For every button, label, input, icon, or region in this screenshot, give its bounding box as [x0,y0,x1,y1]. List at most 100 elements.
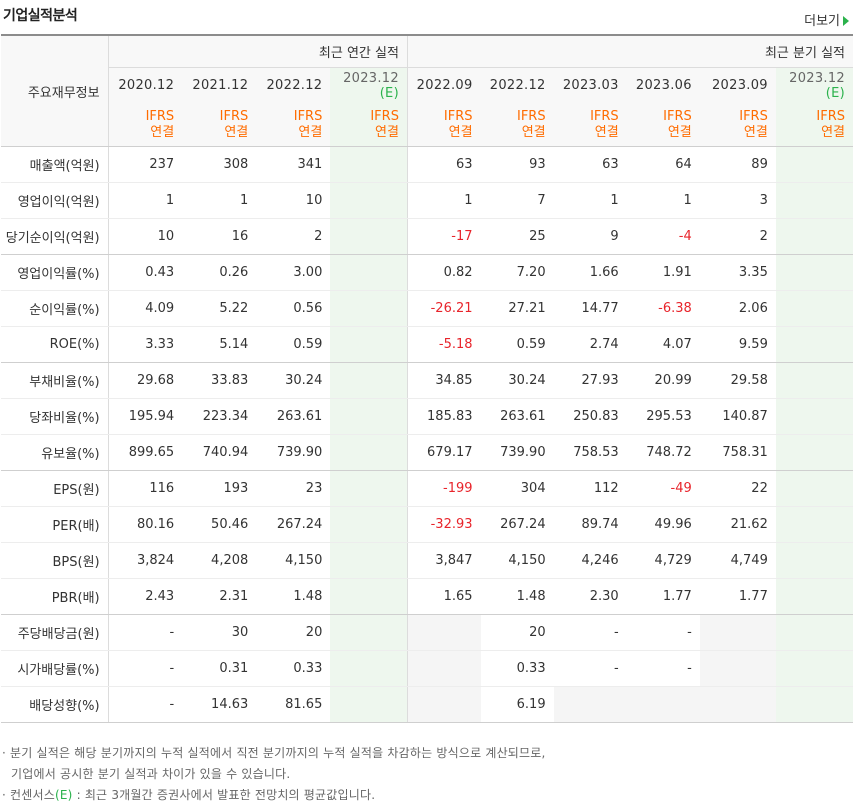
quarter-value-cell: 758.53 [553,434,627,471]
quarter-value-cell: 748.72 [626,434,700,471]
annual-value-cell: 263.61 [256,398,331,435]
quarter-value-cell: -199 [407,470,481,507]
ifrs-label: IFRS 연결 [480,103,554,147]
quarter-value-cell [699,614,776,651]
annual-value-cell: 2.43 [108,578,183,615]
quarter-estimate-cell [775,398,853,435]
row-label: 당좌비율(%) [1,398,109,435]
table-row: 당좌비율(%) 195.94 223.34 263.61 185.83 263.61 250… [1,398,853,435]
row-label: 영업이익률(%) [1,254,109,291]
ifrs-label-bottom: 연결 [521,124,546,140]
annual-estimate-cell [330,362,408,399]
period-header-annual-estimate: 2023.12 (E) [330,67,408,103]
annual-estimate-cell [330,506,408,543]
ifrs-label-bottom: 연결 [448,124,473,140]
quarter-value-cell: 4,749 [699,542,776,579]
annual-value-cell: 116 [108,470,183,507]
footnote-quarterly: · 분기 실적은 해당 분기까지의 누적 실적에서 직전 분기까지의 누적 실적… [2,746,546,760]
quarter-value-cell: 1.77 [626,578,700,615]
annual-estimate-cell [330,542,408,579]
annual-value-cell: 237 [108,146,183,183]
quarter-value-cell: 21.62 [699,506,776,543]
quarter-value-cell: 9.59 [699,326,776,363]
annual-estimate-cell [330,398,408,435]
annual-value-cell: 81.65 [256,686,331,723]
annual-value-cell: - [108,686,183,723]
period-header-annual: 2021.12 [182,67,257,103]
annual-value-cell: 267.24 [256,506,331,543]
quarter-value-cell [553,686,627,723]
quarter-estimate-cell [775,290,853,327]
ifrs-label-top: IFRS [370,108,399,124]
annual-value-cell: 0.26 [182,254,257,291]
quarter-estimate-cell [775,506,853,543]
estimate-period: 2023.12 [343,70,399,86]
quarter-value-cell: 1.77 [699,578,776,615]
table-row: 부채비율(%) 29.68 33.83 30.24 34.85 30.24 27.93 20.… [1,362,853,399]
quarter-value-cell: 1 [407,182,481,219]
annual-value-cell: 50.46 [182,506,257,543]
annual-value-cell: 5.14 [182,326,257,363]
annual-value-cell: 16 [182,218,257,255]
ifrs-label-top: IFRS [145,108,175,124]
quarter-value-cell: 250.83 [553,398,627,435]
table-row: 영업이익률(%) 0.43 0.26 3.00 0.82 7.20 1.66 1.91 3.35 [1,254,853,291]
quarter-estimate-cell [775,362,853,399]
annual-value-cell: 0.31 [182,650,257,687]
period-header-annual: 2022.12 [256,67,331,103]
annual-value-cell: 3,824 [108,542,183,579]
quarter-value-cell: -5.18 [407,326,481,363]
ifrs-label: IFRS 연결 [553,103,627,147]
quarter-value-cell: 9 [553,218,627,255]
table-row: PER(배) 80.16 50.46 267.24 -32.93 267.24 89.74 4… [1,506,853,543]
ifrs-label: IFRS 연결 [407,103,481,147]
quarter-value-cell: 7 [480,182,554,219]
row-label: 시가배당률(%) [1,650,109,687]
quarter-value-cell: 2.74 [553,326,627,363]
quarter-value-cell: 29.58 [699,362,776,399]
ifrs-label: IFRS 연결 [256,103,331,147]
annual-value-cell: 1 [108,182,183,219]
annual-value-cell: 0.43 [108,254,183,291]
annual-value-cell: 4,208 [182,542,257,579]
quarter-value-cell: 679.17 [407,434,481,471]
quarter-estimate-cell [775,218,853,255]
quarter-value-cell: 1 [553,182,627,219]
quarter-value-cell: 22 [699,470,776,507]
ifrs-label-top: IFRS [590,108,619,124]
ifrs-label-top: IFRS [517,108,546,124]
row-label: ROE(%) [1,326,109,363]
ifrs-label: IFRS 연결 [699,103,776,147]
quarter-value-cell: 27.21 [480,290,554,327]
annual-group-header: 최근 연간 실적 [108,35,408,68]
ifrs-label-top: IFRS [816,108,845,124]
row-label: 매출액(억원) [1,146,109,183]
row-label: 순이익률(%) [1,290,109,327]
annual-value-cell: 5.22 [182,290,257,327]
quarter-value-cell: 3 [699,182,776,219]
ifrs-label-top: IFRS [739,108,768,124]
annual-value-cell: 0.33 [256,650,331,687]
quarter-value-cell: - [553,614,627,651]
quarter-estimate-cell [775,686,853,723]
annual-estimate-cell [330,254,408,291]
annual-value-cell: 30 [182,614,257,651]
annual-value-cell: 0.59 [256,326,331,363]
ifrs-label-top: IFRS [663,108,692,124]
period-header-quarter: 2023.09 [699,67,776,103]
quarter-value-cell [407,614,481,651]
estimate-mark: (E) [379,85,399,101]
quarter-value-cell: 739.90 [480,434,554,471]
period-header-quarter: 2022.12 [480,67,554,103]
quarter-value-cell: 3.35 [699,254,776,291]
quarter-value-cell: 4,150 [480,542,554,579]
quarter-value-cell: 758.31 [699,434,776,471]
quarter-estimate-cell [775,578,853,615]
ifrs-label-bottom: 연결 [298,124,323,140]
more-link[interactable]: 더보기 [804,10,849,29]
annual-value-cell: 3.33 [108,326,183,363]
table-row: 매출액(억원) 237 308 341 63 93 63 64 89 [1,146,853,183]
table-row: BPS(원) 3,824 4,208 4,150 3,847 4,150 4,246 4,72… [1,542,853,579]
row-label: PBR(배) [1,578,109,615]
quarter-value-cell: 6.19 [480,686,554,723]
